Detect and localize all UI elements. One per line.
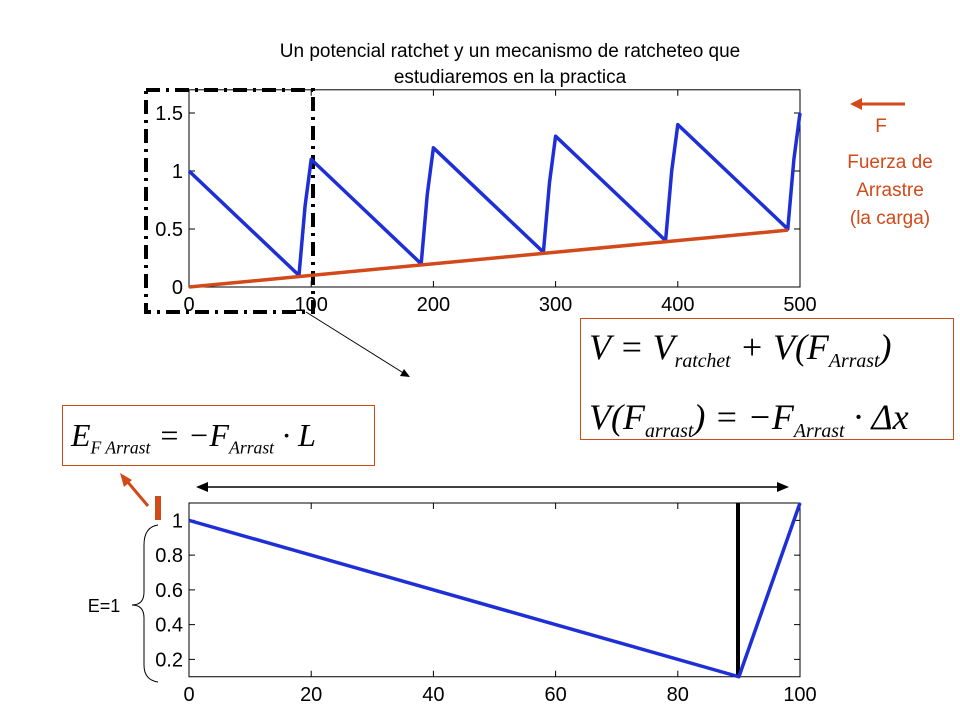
y-tick-label: 1 (172, 510, 183, 532)
data-line (188, 228, 788, 289)
equation-text: E (71, 417, 91, 453)
title-line: estudiaremos en la practica (394, 67, 627, 88)
zoom-arrow (305, 311, 406, 375)
plot-frame (188, 89, 801, 288)
span-arrowhead (196, 482, 208, 492)
x-tick-label: 80 (667, 684, 689, 706)
equation: V = Vratchet + V(FArrast) (589, 319, 953, 389)
equation-subscript: Arrast (828, 350, 880, 373)
x-tick-label: 0 (183, 684, 194, 706)
x-tick-label: 100 (295, 294, 328, 316)
y-tick-label: 1 (172, 161, 183, 183)
equation-subscript: Arrast (793, 420, 845, 443)
y-tick-label: 1.5 (155, 103, 183, 125)
equation-text: · Δx (844, 397, 909, 438)
zoom-box (144, 88, 315, 314)
equation-subscript: ratchet (674, 350, 731, 373)
equation-subscript: Arrast (229, 437, 275, 458)
plot-frame (188, 502, 801, 678)
y-tick-label: 0.6 (155, 580, 183, 602)
energy-bar (155, 496, 161, 520)
force-caption: Arrastre (856, 180, 924, 201)
equation-subscript: arrast (644, 420, 694, 443)
energy-arrowhead (120, 473, 132, 487)
equation-text: V(F (589, 397, 645, 438)
x-tick-label: 60 (544, 684, 566, 706)
x-tick-label: 40 (422, 684, 444, 706)
force-caption: Fuerza de (847, 152, 933, 173)
x-tick-label: 300 (539, 294, 572, 316)
x-tick-label: 500 (783, 294, 816, 316)
y-tick-label: 0.5 (155, 219, 183, 241)
data-line (188, 502, 802, 679)
equation-text: · L (274, 417, 316, 453)
equation-text: ) = −F (693, 397, 794, 438)
x-tick-label: 20 (300, 684, 322, 706)
x-tick-label: 200 (417, 294, 450, 316)
y-tick-label: 0.2 (155, 649, 183, 671)
equation-box: EF Arrast = −FArrast · L (62, 405, 375, 466)
y-tick-label: 0 (172, 277, 183, 299)
span-arrowhead (777, 482, 789, 492)
equation-text: = −F (150, 417, 230, 453)
force-label: F (875, 116, 887, 137)
equation-text: ) (879, 327, 892, 367)
data-line (187, 112, 802, 278)
force-caption: (la carga) (850, 208, 930, 229)
force-arrowhead (850, 98, 862, 110)
energy-arrow (124, 479, 150, 507)
y-tick-label: 0.4 (155, 615, 183, 637)
x-tick-label: 400 (661, 294, 694, 316)
equation-text: V = V (589, 327, 675, 367)
title-line: Un potencial ratchet y un mecanismo de r… (280, 41, 741, 62)
equation: EF Arrast = −FArrast · L (71, 406, 374, 477)
x-tick-label: 0 (183, 294, 194, 316)
zoom-arrowhead (400, 369, 410, 377)
equation-text: + V(F (730, 327, 829, 367)
y-tick-label: 0.8 (155, 545, 183, 567)
energy-label: E=1 (88, 596, 121, 616)
equation-subscript: F Arrast (90, 437, 151, 458)
equation-box: V = Vratchet + V(FArrast) V(Farrast) = −… (580, 318, 954, 442)
brace (131, 524, 159, 683)
equation: V(Farrast) = −FArrast · Δx (589, 389, 953, 459)
x-tick-label: 100 (783, 684, 816, 706)
